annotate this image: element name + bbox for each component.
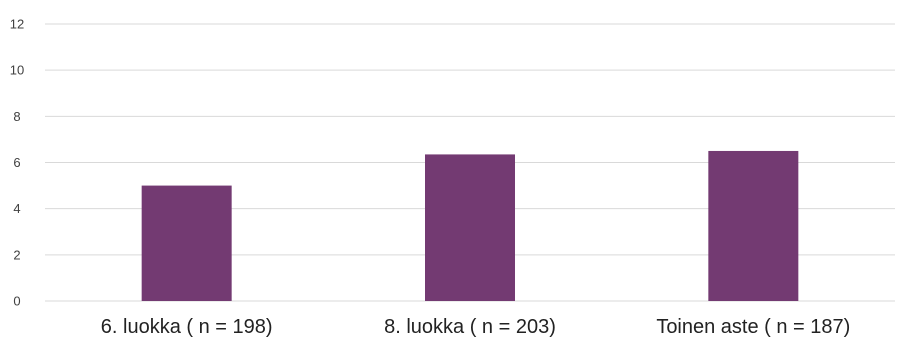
y-tick-label: 12 [10, 17, 24, 32]
y-tick-label: 8 [13, 109, 20, 124]
y-tick-label: 4 [13, 201, 20, 216]
category-label: 6. luokka ( n = 198) [101, 316, 273, 338]
bar [708, 150, 799, 301]
y-tick-label: 2 [13, 247, 20, 262]
y-tick-label: 10 [10, 63, 24, 78]
y-tick-label: 6 [13, 155, 20, 170]
category-label: 8. luokka ( n = 203) [384, 316, 556, 338]
bars [141, 150, 799, 301]
y-tick-label: 0 [13, 294, 20, 309]
x-axis-category-labels: 6. luokka ( n = 198) 8. luokka ( n = 203)… [101, 316, 851, 338]
y-axis-tick-labels: 0 2 4 6 8 10 12 [10, 17, 24, 309]
bar [425, 154, 515, 301]
bar [141, 185, 232, 301]
category-label: Toinen aste ( n = 187) [656, 316, 850, 338]
